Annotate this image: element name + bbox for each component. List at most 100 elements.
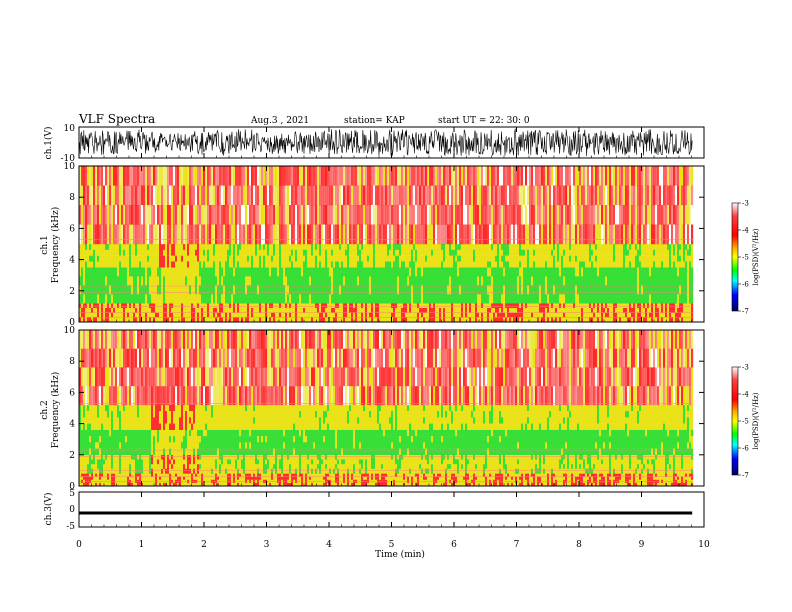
spectrogram-cell	[299, 249, 302, 256]
spectrogram-cell	[177, 294, 180, 304]
spectrogram-cell	[373, 244, 376, 250]
spectrogram-cell	[453, 285, 456, 295]
spectrogram-cell	[281, 294, 284, 304]
spectrogram-cell	[299, 285, 302, 295]
spectrogram-cell	[545, 255, 548, 262]
spectrogram-cell	[515, 294, 518, 304]
spectrogram-cell	[579, 185, 582, 206]
spectrogram-cell	[451, 308, 454, 313]
spectrogram-cell	[509, 205, 512, 225]
spectrogram-cell	[183, 285, 186, 295]
spectrogram-cell	[389, 312, 392, 318]
spectrogram-cell	[523, 294, 526, 304]
spectrogram-cell	[311, 255, 314, 262]
spectrogram-cell	[297, 255, 300, 262]
spectrogram-cell	[117, 249, 120, 256]
spectrogram-cell	[637, 294, 640, 304]
spectrogram-cell	[255, 312, 258, 318]
spectrogram-cell	[197, 312, 200, 318]
spectrogram-cell	[349, 303, 352, 309]
freq-tick-label: 8	[69, 193, 75, 203]
spectrogram-cell	[515, 285, 518, 295]
spectrogram-cell	[523, 185, 526, 206]
spectrogram-cell	[465, 224, 468, 245]
spectrogram-cell	[165, 244, 168, 250]
spectrogram-cell	[607, 308, 610, 313]
spectrogram-cell	[85, 285, 88, 295]
spectrogram-cell	[433, 308, 436, 313]
spectrogram-cell	[503, 303, 506, 309]
spectrogram-cell	[631, 244, 634, 250]
spectrogram-cell	[503, 166, 506, 186]
spectrogram-cell	[665, 166, 668, 186]
spectrogram-cell	[117, 317, 120, 323]
spectrogram-cell	[257, 312, 260, 318]
spectrogram-cell	[565, 255, 568, 262]
spectrogram-cell	[401, 185, 404, 206]
spectrogram-cell	[483, 312, 486, 318]
spectrogram-cell	[139, 261, 142, 268]
spectrogram-cell	[449, 255, 452, 262]
spectrogram-cell	[565, 244, 568, 250]
spectrogram-cell	[595, 312, 598, 318]
spectrogram-cell	[303, 308, 306, 313]
spectrogram-cell	[481, 303, 484, 309]
spectrogram-cell	[609, 249, 612, 256]
spectrogram-cell	[533, 205, 536, 225]
spectrogram-cell	[179, 224, 182, 245]
spectrogram-cell	[363, 312, 366, 318]
spectrogram-cell	[469, 312, 472, 318]
spectrogram-cell	[209, 303, 212, 309]
spectrogram-cell	[337, 308, 340, 313]
spectrogram-cell	[567, 244, 570, 250]
spectrogram-cell	[293, 294, 296, 304]
spectrogram-cell	[353, 276, 356, 286]
spectrogram-cell	[661, 166, 664, 186]
spectrogram-cell	[201, 267, 204, 277]
spectrogram-cell	[287, 249, 290, 256]
spectrogram-cell	[473, 285, 476, 295]
spectrogram-cell	[363, 308, 366, 313]
spectrogram-cell	[671, 303, 674, 309]
spectrogram-cell	[329, 267, 332, 277]
spectrogram-cell	[271, 317, 274, 323]
spectrogram-cell	[393, 276, 396, 286]
spectrogram-cell	[355, 261, 358, 268]
spectrogram-cell	[167, 185, 170, 206]
spectrogram-cell	[335, 294, 338, 304]
spectrogram-cell	[493, 205, 496, 225]
spectrogram-cell	[279, 255, 282, 262]
spectrogram-cell	[347, 249, 350, 256]
spectrogram-cell	[209, 249, 212, 256]
spectrogram-cell	[211, 267, 214, 277]
spectrogram-cell	[275, 276, 278, 286]
spectrogram-cell	[675, 185, 678, 206]
spectrogram-cell	[223, 308, 226, 313]
spectrogram-cell	[669, 261, 672, 268]
spectrogram-cell	[591, 267, 594, 277]
spectrogram-cell	[509, 224, 512, 245]
spectrogram-cell	[613, 276, 616, 286]
spectrogram-cell	[387, 267, 390, 277]
spectrogram-cell	[455, 205, 458, 225]
spectrogram-cell	[605, 294, 608, 304]
spectrogram-cell	[455, 276, 458, 286]
spectrogram-cell	[635, 294, 638, 304]
spectrogram-cell	[271, 244, 274, 250]
spectrogram-cell	[585, 166, 588, 186]
spectrogram-cell	[79, 468, 82, 474]
spectrogram-cell	[405, 267, 408, 277]
spectrogram-cell	[491, 294, 494, 304]
spectrogram-cell	[217, 224, 220, 245]
spectrogram-cell	[417, 303, 420, 309]
spectrogram-cell	[357, 244, 360, 250]
spectrogram-cell	[615, 249, 618, 256]
spectrogram-cell	[553, 267, 556, 277]
spectrogram-cell	[341, 285, 344, 295]
spectrogram-cell	[177, 255, 180, 262]
spectrogram-cell	[201, 249, 204, 256]
spectrogram-cell	[373, 312, 376, 318]
spectrogram-cell	[667, 249, 670, 256]
spectrogram-cell	[261, 276, 264, 286]
spectrogram-cell	[135, 285, 138, 295]
